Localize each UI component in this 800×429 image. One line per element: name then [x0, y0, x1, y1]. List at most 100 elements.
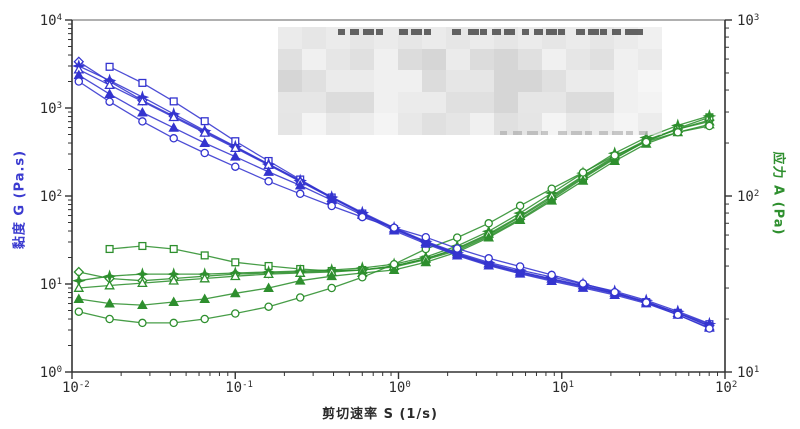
watermark-pixel-cell — [470, 113, 494, 135]
watermark-pixel-cell — [542, 91, 566, 114]
watermark-pixel-cell — [518, 91, 542, 114]
svg-text:101: 101 — [737, 365, 759, 381]
watermark-text-fragment — [599, 131, 608, 135]
watermark-text-fragment — [625, 29, 636, 35]
watermark-text-fragment — [612, 131, 623, 135]
watermark-text-fragment — [527, 131, 538, 135]
watermark-pixel-cell — [326, 91, 350, 114]
watermark-text-fragment — [338, 29, 345, 35]
watermark-pixel-cell — [566, 70, 590, 92]
watermark-text-fragment — [399, 29, 408, 35]
watermark-pixel-cell — [398, 113, 422, 135]
watermark-text-fragment — [411, 29, 422, 35]
svg-text:102: 102 — [737, 189, 759, 205]
watermark-pixel-cell — [350, 70, 374, 92]
watermark-text-fragment — [558, 29, 565, 35]
watermark-pixel-cell — [590, 70, 614, 92]
watermark-text-fragment — [534, 29, 543, 35]
watermark-pixel-cell — [446, 113, 470, 135]
svg-text:102: 102 — [40, 189, 62, 205]
svg-text:10-2: 10-2 — [62, 380, 90, 396]
watermark-text-fragment — [585, 131, 592, 135]
watermark-pixel-cell — [470, 48, 494, 71]
watermark-pixel-cell — [470, 91, 494, 114]
watermark-pixel-cell — [638, 27, 662, 49]
watermark-text-fragment — [363, 29, 374, 35]
y-axis-left: 100 101 102 103 104 — [40, 13, 72, 381]
watermark-pixel-cell — [470, 70, 494, 92]
watermark-pixel-cell — [614, 91, 638, 114]
x-axis-title: 剪切速率 S (1/s) — [322, 407, 438, 422]
watermark-text-fragment — [639, 131, 648, 135]
watermark-pixel-cell — [494, 113, 518, 135]
watermark-pixel-cell — [446, 48, 470, 71]
watermark-pixel-cell — [326, 70, 350, 92]
x-axis: 10-2 10-1 100 101 102 — [62, 372, 737, 396]
watermark-pixel-cell — [566, 113, 590, 135]
watermark-pixel-cell — [350, 113, 374, 135]
watermark-pixel-cell — [398, 91, 422, 114]
watermark-pixel-cell — [446, 70, 470, 92]
watermark-text-fragment — [571, 131, 582, 135]
watermark-pixel-cell — [374, 70, 398, 92]
watermark-pixel-cell — [326, 48, 350, 71]
watermark-pixel-cell — [614, 48, 638, 71]
watermark-pixel-cell — [542, 70, 566, 92]
watermark-pixel-cell — [374, 113, 398, 135]
watermark-pixel-cell — [350, 48, 374, 71]
watermark-pixel-cell — [566, 48, 590, 71]
watermark-pixel-cell — [638, 48, 662, 71]
svg-text:103: 103 — [40, 101, 62, 117]
watermark-text-fragment — [492, 29, 501, 35]
watermark-pixel-cell — [614, 70, 638, 92]
watermark-pixel-cell — [398, 48, 422, 71]
svg-text:100: 100 — [40, 365, 62, 381]
watermark-pixel-cell — [590, 113, 614, 135]
y-axis-right-title: 应力 A (Pa) — [770, 151, 786, 236]
watermark-pixel-cell — [350, 91, 374, 114]
svg-text:101: 101 — [40, 277, 62, 293]
svg-text:103: 103 — [737, 13, 759, 29]
watermark-pixel-cell — [494, 70, 518, 92]
watermark-text-fragment — [513, 131, 522, 135]
svg-text:101: 101 — [552, 380, 574, 396]
watermark-pixel-cell — [590, 91, 614, 114]
watermark-text-fragment — [600, 29, 607, 35]
watermark-pixel-cell — [278, 91, 302, 114]
watermark-pixel-cell — [422, 91, 446, 114]
svg-text:100: 100 — [389, 380, 411, 396]
watermark-pixel-cell — [638, 91, 662, 114]
watermark-pixel-cell — [614, 113, 638, 135]
watermark-pixel-cell — [374, 91, 398, 114]
watermark-pixel-cell — [566, 91, 590, 114]
series-sample-circle-viscosity — [74, 77, 714, 333]
watermark-text-fragment — [468, 29, 479, 35]
watermark-text-fragment — [504, 29, 515, 35]
watermark-text-fragment — [452, 29, 461, 35]
watermark-text-fragment — [480, 29, 487, 35]
watermark-pixel-cell — [326, 113, 350, 135]
watermark-text-fragment — [576, 29, 585, 35]
watermark-pixel-cell — [422, 48, 446, 71]
watermark-text-fragment — [500, 131, 507, 135]
watermark-pixel-cell — [302, 27, 326, 49]
watermark-text-fragment — [376, 29, 383, 35]
watermark-pixel-cell — [638, 113, 662, 135]
watermark-text-fragment — [522, 29, 529, 35]
watermark-text-fragment — [546, 29, 557, 35]
watermark-pixel-cell — [302, 48, 326, 71]
watermark-text-fragment — [558, 131, 567, 135]
series-sample-square-stress — [105, 113, 714, 276]
watermark-pixel-cell — [302, 91, 326, 114]
watermark-pixel-cell — [278, 48, 302, 71]
watermark-pixel-cell — [422, 70, 446, 92]
watermark-pixel-cell — [518, 113, 542, 135]
watermark-pixel-cell — [398, 70, 422, 92]
watermark-pixel-cell — [278, 113, 302, 135]
watermark-pixel-cell — [542, 48, 566, 71]
watermark-pixel-cell — [542, 113, 566, 135]
watermark-text-fragment — [626, 131, 633, 135]
series-sample-circle-stress — [74, 121, 714, 328]
y-axis-left-title: 黏度 G (Pa.s) — [12, 149, 28, 250]
